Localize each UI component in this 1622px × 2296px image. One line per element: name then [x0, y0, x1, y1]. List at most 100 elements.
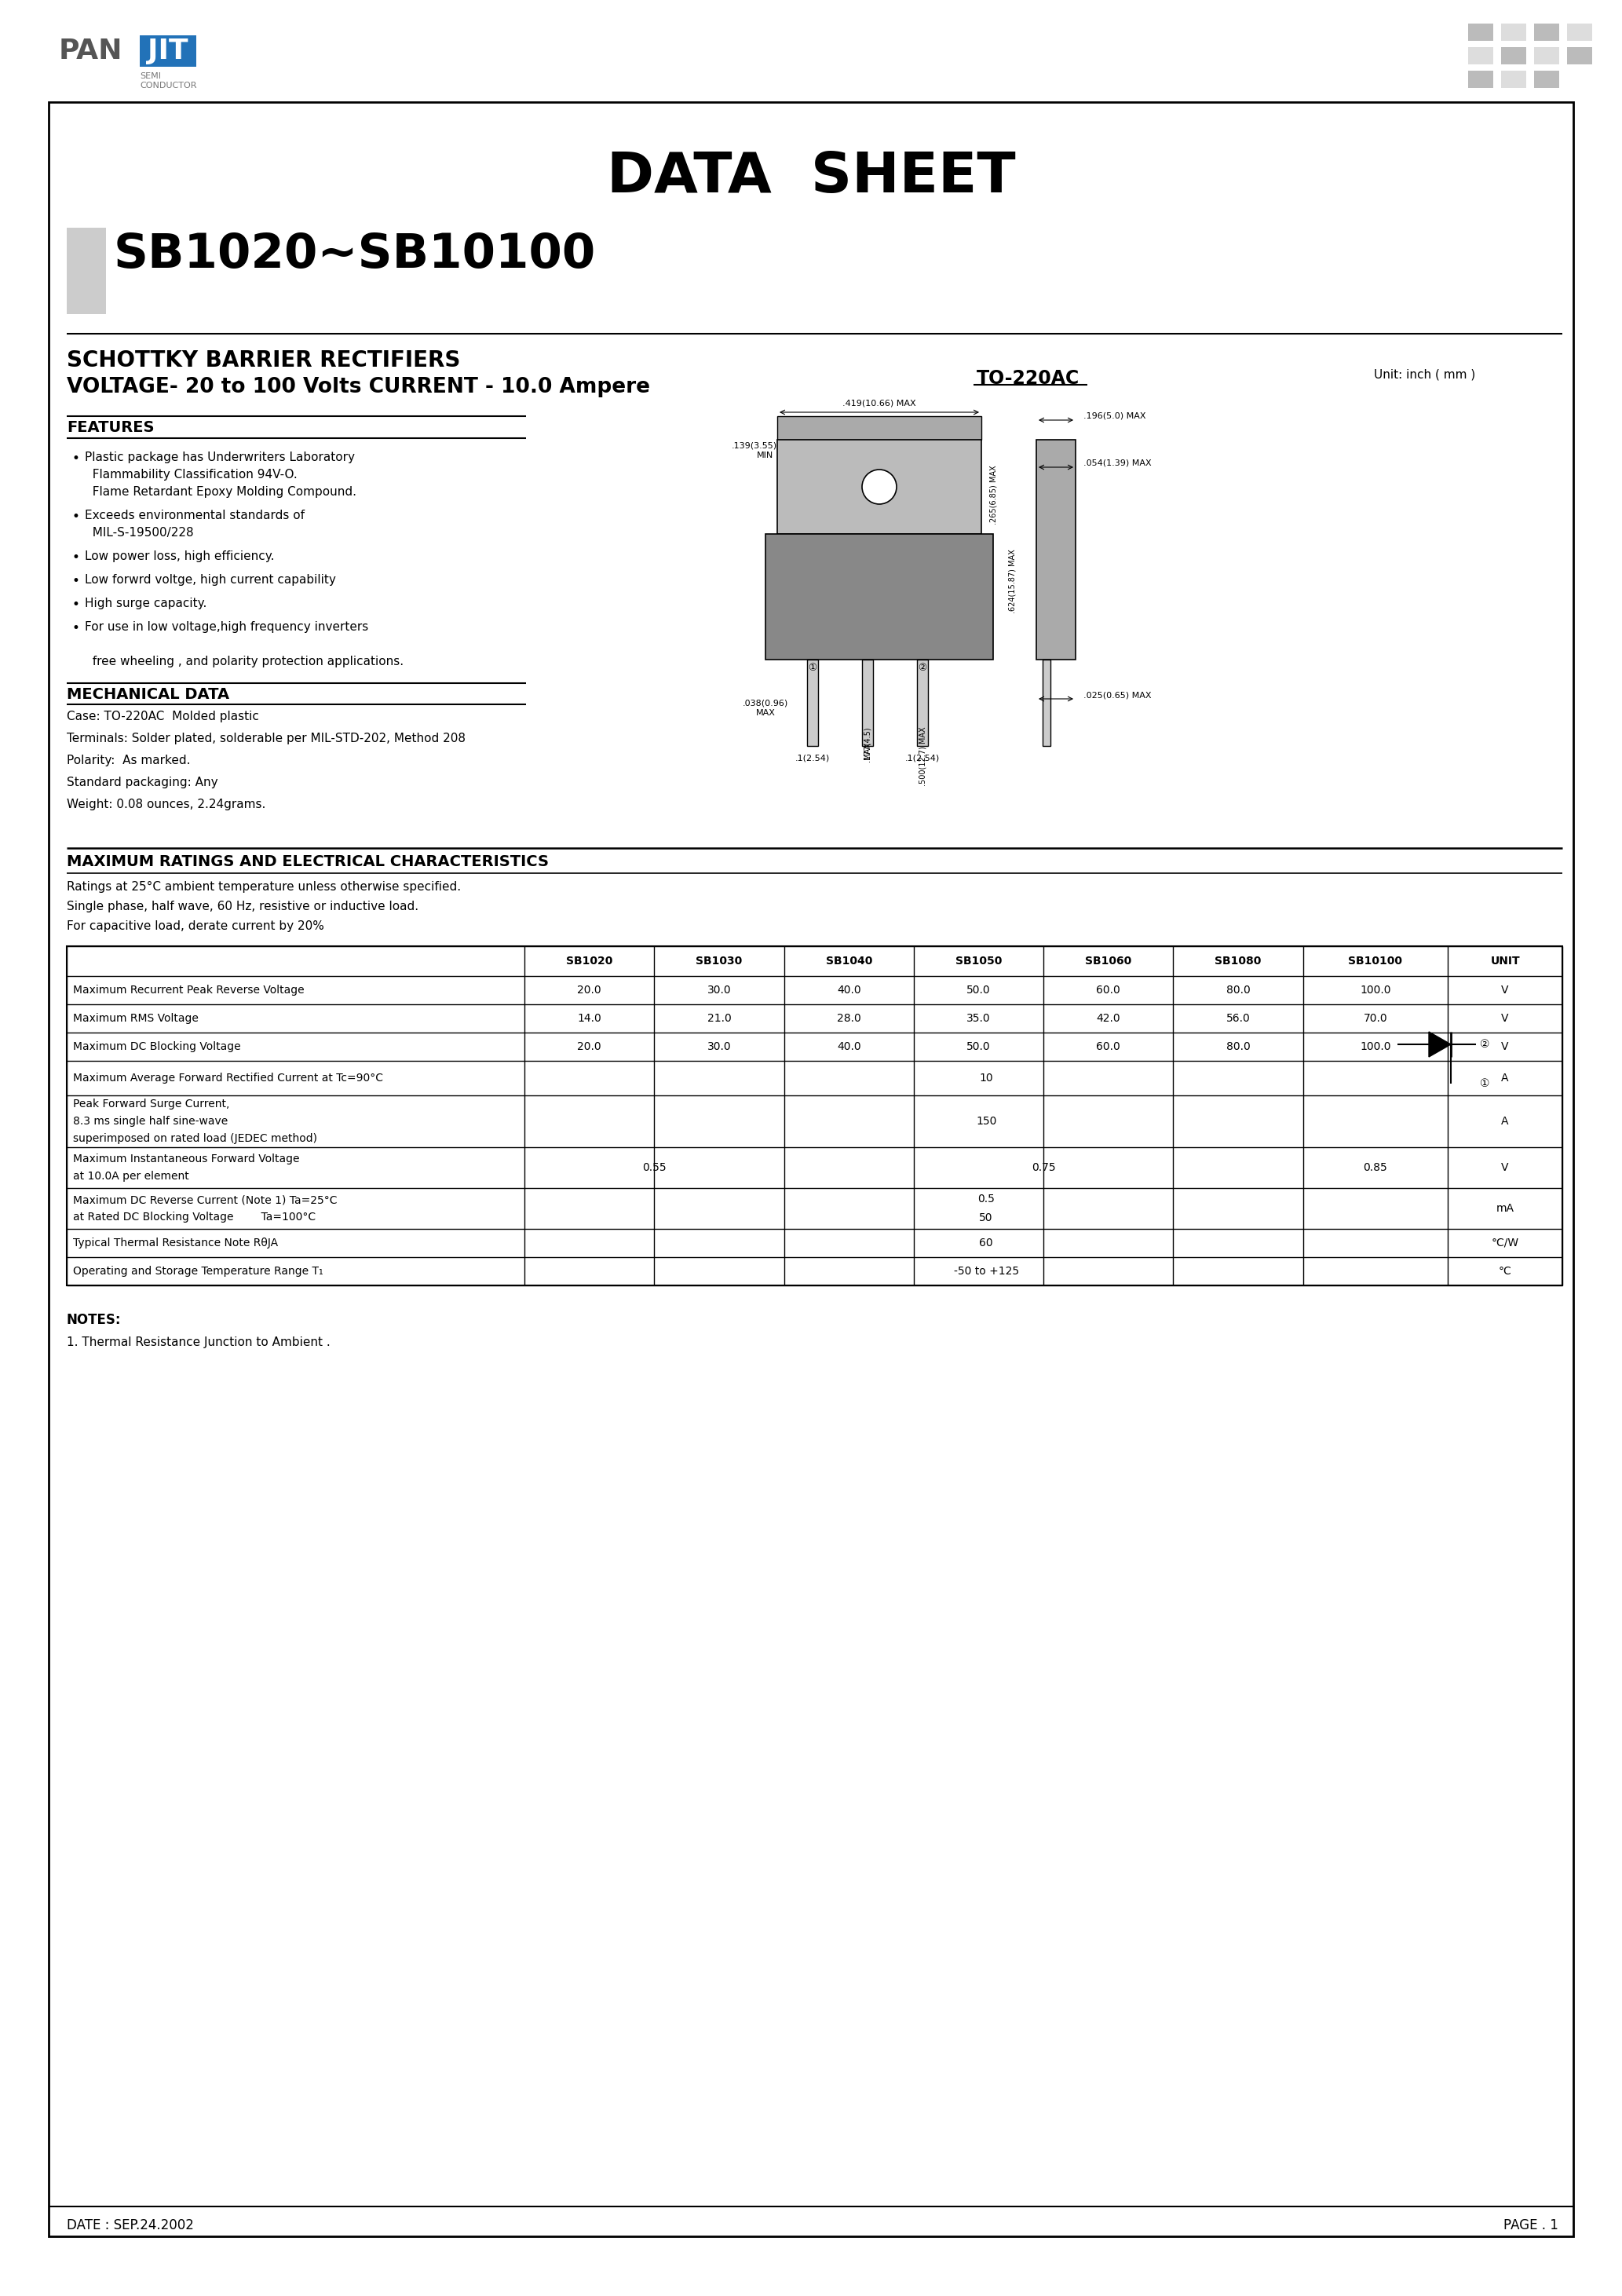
Text: 60.0: 60.0	[1096, 1040, 1121, 1052]
Bar	[1468, 48, 1494, 64]
Text: UNIT: UNIT	[1491, 955, 1520, 967]
Text: at Rated DC Blocking Voltage        Ta=100°C: at Rated DC Blocking Voltage Ta=100°C	[73, 1212, 316, 1221]
Bar	[1534, 71, 1559, 87]
Text: Maximum DC Reverse Current (Note 1) Ta=25°C: Maximum DC Reverse Current (Note 1) Ta=2…	[73, 1194, 337, 1205]
Text: V: V	[1502, 1040, 1508, 1052]
Text: TO-220AC: TO-220AC	[976, 370, 1080, 388]
Text: SCHOTTKY BARRIER RECTIFIERS: SCHOTTKY BARRIER RECTIFIERS	[67, 349, 461, 372]
Text: 20.0: 20.0	[577, 985, 602, 996]
Text: 14.0: 14.0	[577, 1013, 602, 1024]
Text: 60.0: 60.0	[1096, 985, 1121, 996]
Text: 0.85: 0.85	[1364, 1162, 1387, 1173]
Text: Weight: 0.08 ounces, 2.24grams.: Weight: 0.08 ounces, 2.24grams.	[67, 799, 266, 810]
Bar	[777, 441, 981, 535]
Text: .265(6.85) MAX: .265(6.85) MAX	[989, 466, 998, 523]
Text: ①: ①	[808, 661, 817, 673]
Text: 150: 150	[976, 1116, 996, 1127]
Text: ②: ②	[918, 661, 926, 673]
Text: MAX: MAX	[863, 742, 871, 760]
Bar	[1468, 23, 1494, 41]
Circle shape	[861, 471, 897, 505]
Text: Low power loss, high efficiency.: Low power loss, high efficiency.	[84, 551, 274, 563]
Text: .038(0.96): .038(0.96)	[743, 698, 788, 707]
Text: 70.0: 70.0	[1364, 1013, 1387, 1024]
Text: superimposed on rated load (JEDEC method): superimposed on rated load (JEDEC method…	[73, 1134, 318, 1143]
Text: •: •	[73, 510, 79, 523]
Text: Exceeds environmental standards of: Exceeds environmental standards of	[84, 510, 305, 521]
Text: Standard packaging: Any: Standard packaging: Any	[67, 776, 217, 788]
Text: Polarity:  As marked.: Polarity: As marked.	[67, 755, 190, 767]
Text: For use in low voltage,high frequency inverters: For use in low voltage,high frequency in…	[84, 622, 368, 634]
Text: 0.75: 0.75	[1032, 1162, 1056, 1173]
Text: MIL-S-19500/228: MIL-S-19500/228	[84, 526, 193, 540]
Text: SB1030: SB1030	[696, 955, 743, 967]
Text: Flammability Classification 94V-O.: Flammability Classification 94V-O.	[84, 468, 297, 480]
Text: .500(12.7) MAX: .500(12.7) MAX	[918, 726, 926, 785]
Text: 10: 10	[980, 1072, 993, 1084]
Text: 1. Thermal Resistance Junction to Ambient .: 1. Thermal Resistance Junction to Ambien…	[67, 1336, 331, 1348]
Text: SB1060: SB1060	[1085, 955, 1132, 967]
Bar	[1567, 23, 1593, 41]
Text: 0.55: 0.55	[642, 1162, 667, 1173]
Text: Operating and Storage Temperature Range T₁: Operating and Storage Temperature Range …	[73, 1265, 323, 1277]
Text: 42.0: 42.0	[1096, 1013, 1121, 1024]
Text: SB1020~SB10100: SB1020~SB10100	[114, 232, 595, 278]
Bar	[861, 659, 873, 746]
Text: •: •	[73, 597, 79, 611]
Bar	[766, 535, 993, 659]
Text: Maximum Instantaneous Forward Voltage: Maximum Instantaneous Forward Voltage	[73, 1153, 300, 1164]
Text: 40.0: 40.0	[837, 1040, 861, 1052]
Text: 100.0: 100.0	[1359, 1040, 1392, 1052]
Bar	[1534, 23, 1559, 41]
Bar	[67, 946, 1562, 1286]
Text: Maximum DC Blocking Voltage: Maximum DC Blocking Voltage	[73, 1040, 240, 1052]
Text: A: A	[1502, 1116, 1508, 1127]
Text: 28.0: 28.0	[837, 1013, 861, 1024]
Text: •: •	[73, 452, 79, 466]
Text: SB1020: SB1020	[566, 955, 613, 967]
Text: JIT: JIT	[148, 37, 188, 64]
Bar	[1043, 659, 1051, 746]
Text: V: V	[1502, 1013, 1508, 1024]
Text: °C: °C	[1499, 1265, 1512, 1277]
Text: .177(4.5): .177(4.5)	[863, 726, 871, 762]
Bar	[1468, 71, 1494, 87]
Text: at 10.0A per element: at 10.0A per element	[73, 1171, 190, 1182]
Text: MAX: MAX	[756, 709, 775, 716]
Bar	[67, 227, 105, 315]
Text: 80.0: 80.0	[1226, 985, 1251, 996]
Text: 30.0: 30.0	[707, 985, 732, 996]
Text: Single phase, half wave, 60 Hz, resistive or inductive load.: Single phase, half wave, 60 Hz, resistiv…	[67, 900, 418, 912]
Text: SB10100: SB10100	[1348, 955, 1403, 967]
Text: •: •	[73, 574, 79, 588]
Text: mA: mA	[1495, 1203, 1513, 1215]
Text: •: •	[73, 551, 79, 565]
Text: Plastic package has Underwriters Laboratory: Plastic package has Underwriters Laborat…	[84, 452, 355, 464]
Text: MECHANICAL DATA: MECHANICAL DATA	[67, 687, 229, 703]
Text: Flame Retardant Epoxy Molding Compound.: Flame Retardant Epoxy Molding Compound.	[84, 487, 357, 498]
Text: free wheeling , and polarity protection applications.: free wheeling , and polarity protection …	[84, 657, 404, 668]
Text: 8.3 ms single half sine-wave: 8.3 ms single half sine-wave	[73, 1116, 227, 1127]
Text: .139(3.55): .139(3.55)	[732, 441, 777, 450]
Bar	[139, 34, 196, 67]
Text: Maximum Recurrent Peak Reverse Voltage: Maximum Recurrent Peak Reverse Voltage	[73, 985, 305, 996]
Polygon shape	[1429, 1031, 1450, 1056]
Text: Case: TO-220AC  Molded plastic: Case: TO-220AC Molded plastic	[67, 712, 260, 723]
Text: SB1080: SB1080	[1215, 955, 1262, 967]
Text: MIN: MIN	[756, 452, 774, 459]
Bar	[1036, 441, 1075, 659]
Text: ①: ①	[1479, 1079, 1489, 1088]
Text: PAN: PAN	[58, 37, 123, 64]
Text: 20.0: 20.0	[577, 1040, 602, 1052]
Text: 0.5: 0.5	[978, 1194, 994, 1205]
Text: DATA  SHEET: DATA SHEET	[607, 149, 1015, 204]
Text: High surge capacity.: High surge capacity.	[84, 597, 206, 608]
Text: °C/W: °C/W	[1491, 1238, 1518, 1249]
Text: .1(2.54): .1(2.54)	[795, 753, 830, 762]
Text: SB1050: SB1050	[955, 955, 1002, 967]
Text: 40.0: 40.0	[837, 985, 861, 996]
Text: Terminals: Solder plated, solderable per MIL-STD-202, Method 208: Terminals: Solder plated, solderable per…	[67, 732, 466, 744]
Text: -50 to +125: -50 to +125	[954, 1265, 1019, 1277]
Text: .054(1.39) MAX: .054(1.39) MAX	[1083, 459, 1152, 466]
Text: .419(10.66) MAX: .419(10.66) MAX	[842, 400, 916, 406]
